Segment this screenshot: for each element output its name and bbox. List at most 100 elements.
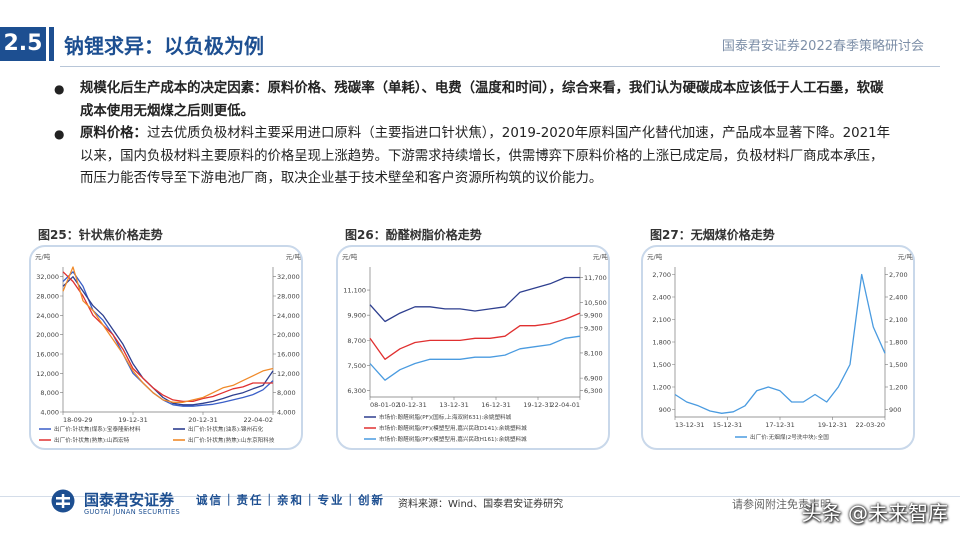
legend-label-1: 出厂价:针状焦(油系):锦州石化 [188, 425, 264, 433]
legend-label-0: 市场价:酚醛树脂(PF)(国标,上海双树631):余姚塑料城 [379, 413, 512, 421]
y-tick-label-right: 16,000 [277, 351, 300, 359]
logo-chinese: 国泰君安证券 [84, 491, 175, 509]
y-tick-label-right: 8,100 [584, 349, 603, 357]
x-tick-label: 10-12-31 [397, 401, 427, 409]
y-tick-label-left: 20,000 [36, 331, 59, 339]
x-tick-label: 20-12-31 [188, 416, 218, 424]
bullet-bold-text: 规模化后生产成本的决定因素：原料价格、残碳率（单耗）、电费（温度和时间），综合来… [80, 81, 884, 119]
y-tick-label-left: 1,800 [652, 339, 671, 347]
x-tick-label: 13-12-31 [439, 401, 469, 409]
figure-caption-26: 图26：酚醛树脂价格走势 [345, 228, 482, 242]
series-line-2 [62, 271, 273, 403]
y-tick-label-left: 11,100 [343, 287, 366, 295]
slide-title: 钠锂求异：以负极为例 [64, 34, 264, 58]
y-unit-right: 元/吨 [898, 252, 914, 261]
y-tick-label-right: 28,000 [277, 293, 300, 301]
y-tick-label-right: 1,800 [889, 339, 908, 347]
y-tick-label-right: 10,500 [584, 299, 607, 307]
x-tick-label: 17-12-31 [765, 421, 795, 429]
legend-label-1: 市场价:酚醛树脂(PF)(模塑型用,嘉兴民政D141):余姚塑料城 [379, 424, 527, 432]
y-tick-label-right: 2,100 [889, 316, 908, 324]
y-tick-label-right: 24,000 [277, 312, 300, 320]
figure-caption-25: 图25：针状焦价格走势 [38, 228, 163, 242]
chart-needle-coke-svg: 元/吨 元/吨 4,000 8,000 12,000 16,000 20,000 24,000… [35, 252, 302, 444]
chart-phenolic-resin-svg: 元/吨 元/吨 6,300 7,500 8,700 9,900 11,100 6,300 6,9… [342, 252, 608, 443]
y-tick-label-left: 28,000 [36, 293, 59, 301]
y-tick-label-left: 2,100 [652, 316, 671, 324]
legend-label-2: 出厂价:针状焦(熟焦):山西宏特 [54, 436, 130, 444]
y-tick-label-right: 20,000 [277, 331, 300, 339]
watermark: 头条 @未来智库 [801, 501, 948, 525]
x-tick-label: 22-04-01 [550, 401, 580, 409]
y-tick-label-right: 6,300 [584, 387, 603, 395]
y-tick-label-right: 2,400 [889, 294, 908, 302]
x-tick-label: 19-12-31 [523, 401, 553, 409]
y-tick-label-right: 900 [889, 406, 901, 414]
chart-anthracite: 元/吨 元/吨 900 1,200 1,500 1,800 2,100 2,400 2,700 9… [641, 245, 915, 450]
y-tick-label-left: 8,700 [347, 337, 366, 345]
slide-header: 2.5 钠锂求异：以负极为例 国泰君安证券2022春季策略研讨会 [0, 0, 960, 70]
x-tick-label: 19-12-31 [118, 416, 148, 424]
section-divider [49, 27, 54, 61]
y-tick-label-left: 4,000 [40, 409, 59, 417]
series-line-3 [62, 266, 274, 403]
y-unit-left: 元/吨 [342, 252, 358, 261]
y-tick-label-right: 2,700 [889, 271, 908, 279]
series-line-1 [369, 312, 581, 360]
header-rule [60, 66, 940, 67]
figure-caption-27: 图27：无烟煤价格走势 [650, 228, 775, 242]
y-tick-label-right: 1,500 [889, 361, 908, 369]
series-line-0 [62, 271, 274, 407]
series-line-2 [369, 335, 581, 381]
bullet-bold-text: 原料价格： [80, 126, 147, 141]
bullet-dot-icon: ● [54, 82, 65, 96]
logo-english: GUOTAI JUNAN SECURITIES [84, 508, 180, 516]
y-tick-label-left: 2,400 [652, 294, 671, 302]
chart-phenolic-resin: 元/吨 元/吨 6,300 7,500 8,700 9,900 11,100 6,300 6,9… [336, 245, 610, 450]
y-tick-label-left: 16,000 [36, 351, 59, 359]
x-tick-label: 08-01-02 [370, 401, 400, 409]
data-source: 资料来源：Wind、国泰君安证券研究 [398, 499, 564, 510]
disclaimer-note: 请参阅附注免责声明 [732, 498, 831, 511]
x-tick-label: 22-04-02 [243, 416, 273, 424]
conference-name: 国泰君安证券2022春季策略研讨会 [721, 39, 924, 54]
bullet-item: ● 规模化后生产成本的决定因素：原料价格、残碳率（单耗）、电费（温度和时间），综… [54, 78, 894, 123]
bullet-dot-icon: ● [54, 127, 65, 141]
y-tick-label-right: 12,000 [277, 370, 300, 378]
legend-label-0: 出厂价:针状焦(煤系):宝泰隆新材料 [54, 425, 141, 433]
y-tick-label-right: 9,300 [584, 324, 603, 332]
y-unit-left: 元/吨 [647, 252, 663, 261]
y-tick-label-left: 7,500 [347, 362, 366, 370]
bullet-text: 过去优质负极材料主要采用进口原料（主要指进口针状焦），2019-2020年原料国… [80, 126, 891, 186]
bullet-list: ● 规模化后生产成本的决定因素：原料价格、残碳率（单耗）、电费（温度和时间），综… [54, 78, 894, 191]
chart-anthracite-svg: 元/吨 元/吨 900 1,200 1,500 1,800 2,100 2,400 2,700 9… [647, 252, 914, 441]
legend-label-3: 出厂价:针状焦(熟焦):山东京阳科技 [188, 436, 275, 444]
company-slogan: 诚信｜责任｜亲和｜专业｜创新 [196, 493, 385, 507]
y-tick-label-left: 1,200 [652, 384, 671, 392]
y-unit-right: 元/吨 [286, 252, 302, 261]
y-tick-label-right: 1,200 [889, 384, 908, 392]
series-line-0 [674, 273, 886, 414]
y-tick-label-left: 8,000 [40, 389, 59, 397]
x-tick-label: 18-09-29 [63, 416, 93, 424]
series-line-1 [62, 276, 274, 406]
y-tick-label-left: 900 [659, 406, 671, 414]
chart-needle-coke: 元/吨 元/吨 4,000 8,000 12,000 16,000 20,000 24,000… [29, 245, 303, 450]
footer-rule [0, 496, 960, 497]
x-tick-label: 19-12-31 [818, 421, 848, 429]
company-logo-icon [51, 489, 75, 513]
y-tick-label-right: 8,000 [277, 389, 296, 397]
series-line-0 [369, 276, 580, 323]
y-tick-label-right: 11,700 [584, 274, 607, 282]
legend-label-0: 出厂价:无烟煤(2号洗中块):全国 [750, 433, 829, 441]
section-number: 2.5 [0, 27, 46, 61]
x-tick-label: 13-12-31 [675, 421, 705, 429]
y-tick-label-left: 9,900 [347, 312, 366, 320]
y-tick-label-right: 6,900 [584, 375, 603, 383]
x-tick-label: 16-12-31 [481, 401, 511, 409]
bullet-item: ● 原料价格：过去优质负极材料主要采用进口原料（主要指进口针状焦），2019-2… [54, 123, 894, 191]
y-tick-label-right: 32,000 [277, 273, 300, 281]
y-tick-label-right: 4,000 [277, 409, 296, 417]
legend-label-2: 市场价:酚醛树脂(PF)(模塑型用,嘉兴民政H161):余姚塑料城 [379, 435, 527, 443]
y-unit-left: 元/吨 [35, 252, 51, 261]
